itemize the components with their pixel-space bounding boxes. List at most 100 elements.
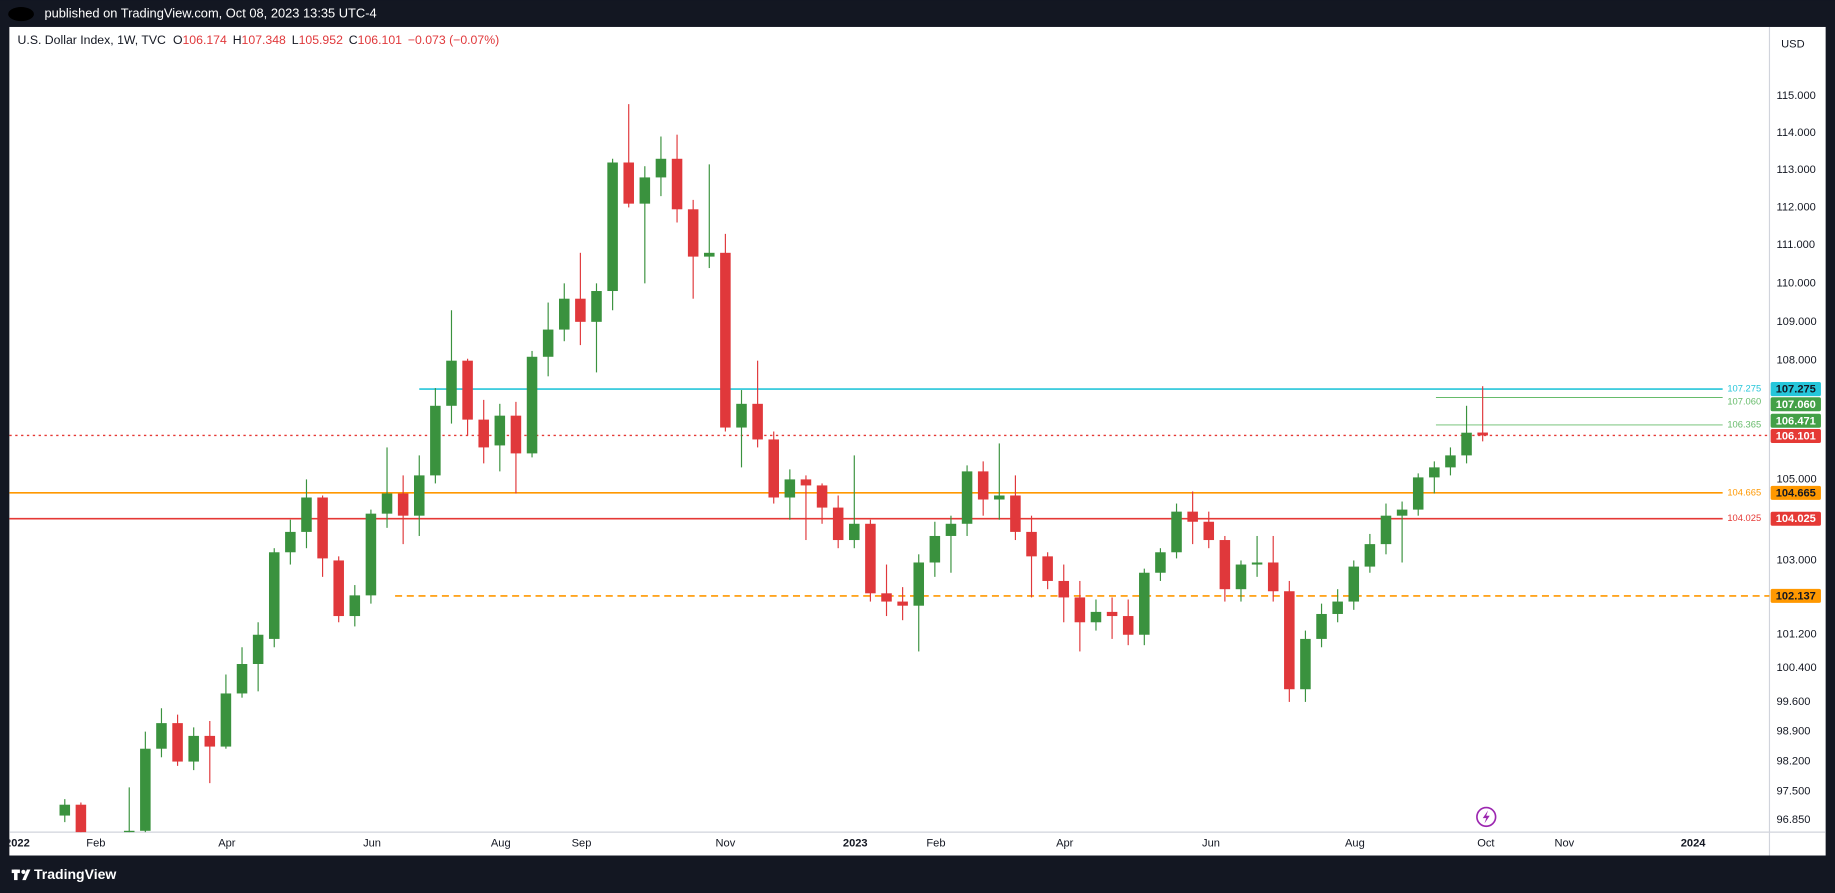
candle-body [1058,580,1070,598]
legend-title: U.S. Dollar Index, 1W, TVC [18,33,167,47]
candle-body [1477,432,1488,436]
candle-body [526,356,538,454]
price-badge [1770,428,1821,444]
legend-value: 105.952 [299,33,344,47]
candle-body [816,485,828,508]
candle-body [1348,566,1360,602]
candle-body [430,405,441,476]
y-tick-label: 100.400 [1776,662,1816,674]
candle-body [365,513,377,596]
price-badge [1770,511,1821,526]
price-badge-label: 104.025 [1776,513,1816,525]
candle-body [75,804,87,833]
price-badge [1770,413,1821,428]
candle-body [1010,495,1021,532]
price-badge-label: 104.665 [1776,487,1816,499]
candle-body [236,663,248,694]
candle-body [172,723,183,762]
level-label: 104.025 [1727,513,1761,523]
legend-value: 106.101 [358,33,403,47]
candle-body [929,535,941,563]
brand: TradingView [34,866,116,882]
legend: U.S. Dollar Index, 1W, TVC O106.174 H107.3… [18,33,500,47]
candle-body [1396,509,1408,516]
candle-body [1380,515,1392,545]
candle-body [623,162,634,204]
y-tick-label: 101.200 [1776,629,1816,641]
candle-body [1139,572,1150,635]
candle-body [397,493,409,516]
candle-body [1026,531,1037,557]
candle-body [1300,638,1311,690]
level-label: 106.365 [1727,419,1761,429]
candle-body [285,531,296,553]
brand-logo [11,869,31,881]
candle-body [1090,611,1102,623]
candle-body [607,162,618,292]
y-tick-label: 103.000 [1776,554,1816,566]
y-tick-label: 99.600 [1776,696,1810,708]
candle-body [655,158,667,178]
legend-value: 107.348 [242,33,287,47]
candle-body [1187,511,1198,522]
candle-body [575,298,586,322]
x-tick-label: 2024 [1681,838,1707,850]
level-label: 107.060 [1727,396,1761,406]
candle-body [671,158,683,210]
candle-body [220,693,232,747]
y-tick-label: 96.850 [1776,814,1810,826]
legend-letter: O [173,33,183,47]
candle-body [1412,477,1424,510]
candle-body [1074,597,1086,623]
candle-body [333,560,344,617]
x-tick-label: Nov [1554,838,1574,850]
y-tick-label: 114.000 [1776,127,1815,139]
x-tick-label: Feb [926,838,945,850]
y-tick-label: 115.000 [1776,90,1815,102]
y-tick-label: 111.000 [1776,239,1815,251]
y-tick-label: 110.000 [1776,277,1815,289]
x-tick-label: Apr [1056,838,1074,850]
candle-body [639,177,651,204]
candle-body [268,552,280,639]
candle-body [800,479,812,486]
candle-body [704,252,715,257]
candle-body [123,830,135,833]
event-icon [1476,806,1497,828]
y-tick-label: 108.000 [1776,355,1816,367]
candle-body [849,523,860,541]
candle-body [687,209,699,257]
candle-body [832,507,844,541]
candle-body [865,523,876,594]
candle-body [897,601,908,606]
axes: 96.850 97.500 98.200 98.900 99.600 100.400 101… [9,90,1821,850]
x-tick-label: Aug [1345,838,1365,850]
candle-body [140,748,151,831]
y-tick-label: 109.000 [1776,316,1816,328]
x-tick-label: Jun [1202,838,1220,850]
candle-body [1251,562,1263,565]
candle-body [204,735,216,747]
candle-body [1122,616,1134,635]
x-tick-label: 2023 [843,838,868,850]
chart-background [9,26,1826,856]
currency: USD [1781,38,1804,50]
candle-body [1332,601,1343,614]
legend-letter: L [292,33,299,47]
level-label: 104.665 [1727,487,1761,497]
candle-body [752,403,763,440]
legend-letter: H [233,33,242,47]
y-tick-label: 98.200 [1776,756,1810,768]
x-tick-label: Feb [86,838,105,850]
y-tick-label: 113.000 [1776,164,1815,176]
candle-body [961,471,973,524]
candle-body [156,723,167,749]
x-tick-label: Apr [218,838,236,850]
candle-body [945,523,957,536]
price-badge-label: 106.101 [1776,431,1816,443]
candle-body [1461,432,1472,456]
avatar [8,7,34,22]
publish-info: published on TradingView.com, Oct 08, 20… [44,5,376,20]
